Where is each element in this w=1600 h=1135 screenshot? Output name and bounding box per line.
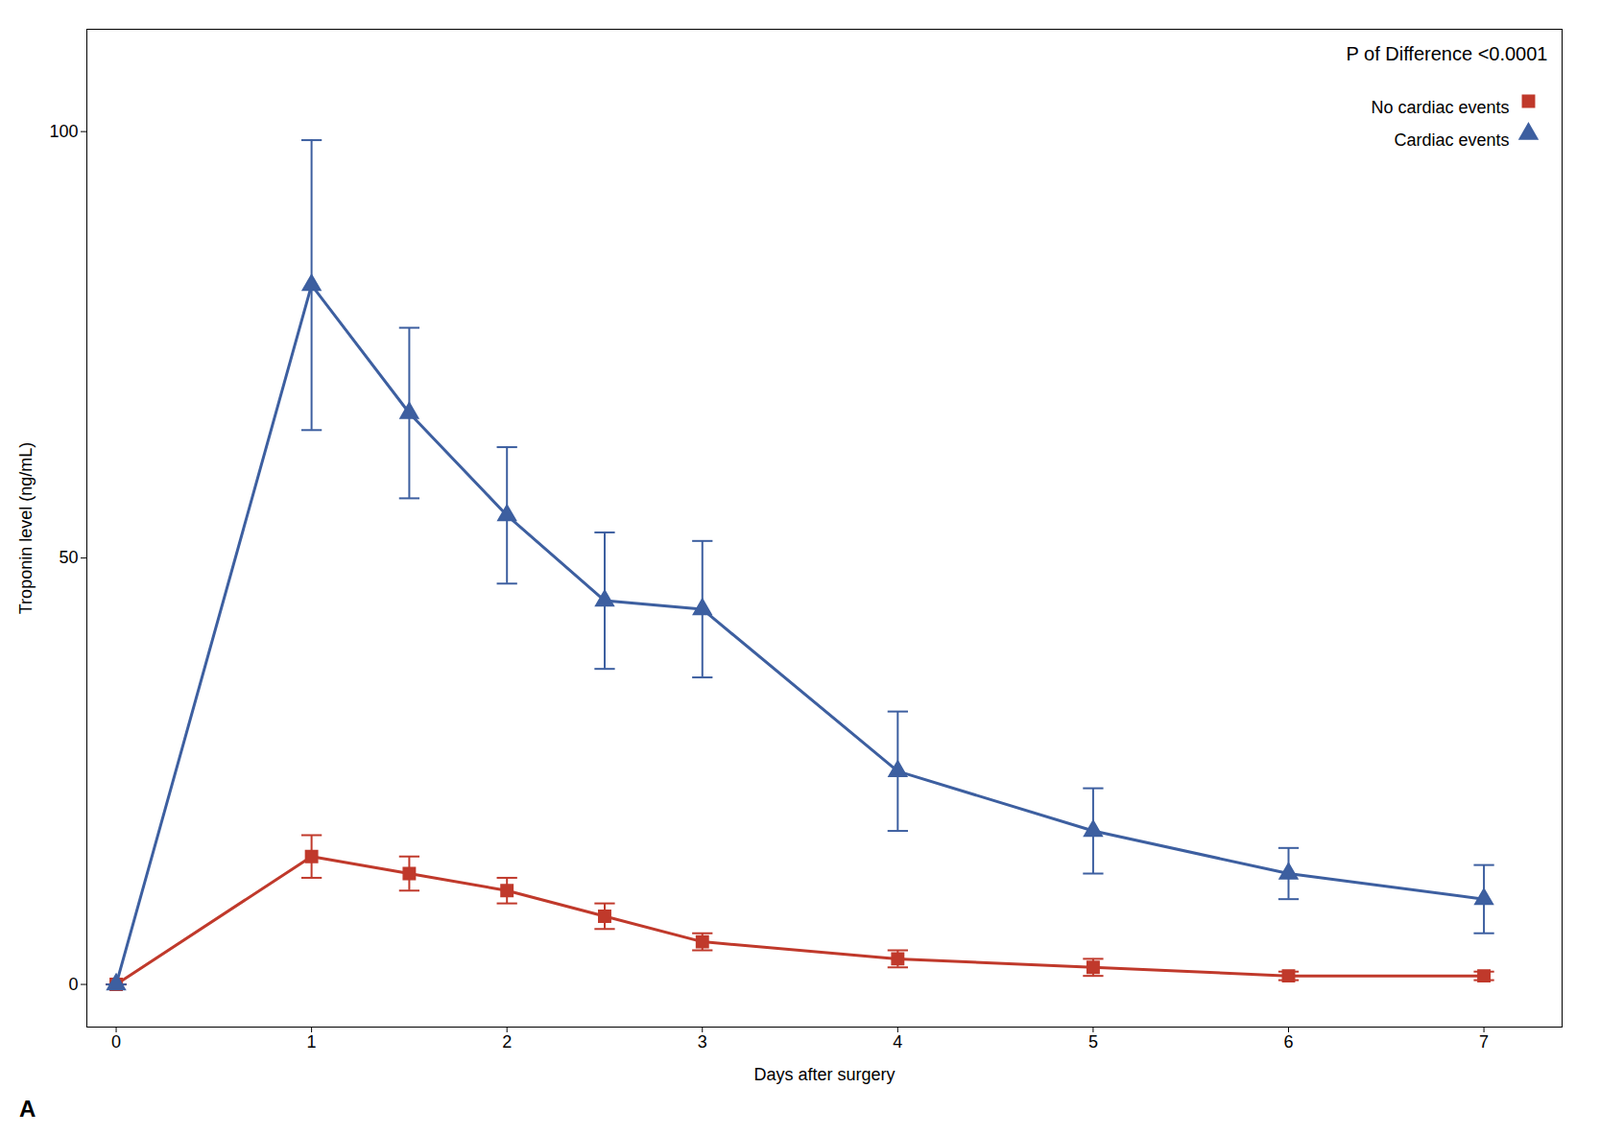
svg-text:3: 3 — [697, 1032, 708, 1052]
svg-text:Troponin level (ng/mL): Troponin level (ng/mL) — [16, 442, 36, 615]
svg-text:50: 50 — [58, 548, 78, 568]
svg-text:100: 100 — [48, 121, 78, 142]
svg-text:0: 0 — [68, 975, 78, 995]
svg-text:0: 0 — [111, 1032, 121, 1052]
svg-text:7: 7 — [1479, 1032, 1489, 1052]
svg-text:P of Difference <0.0001: P of Difference <0.0001 — [1346, 43, 1549, 65]
svg-text:5: 5 — [1088, 1032, 1099, 1052]
html-text:A: A — [19, 1096, 36, 1123]
svg-text:Days after surgery: Days after surgery — [753, 1065, 895, 1085]
svg-text:1: 1 — [307, 1032, 317, 1052]
svg-text:Cardiac events: Cardiac events — [1393, 130, 1509, 150]
svg-text:4: 4 — [892, 1032, 903, 1052]
svg-text:2: 2 — [501, 1032, 512, 1052]
svg-text:6: 6 — [1283, 1032, 1293, 1052]
svg-text:No cardiac events: No cardiac events — [1370, 97, 1509, 118]
